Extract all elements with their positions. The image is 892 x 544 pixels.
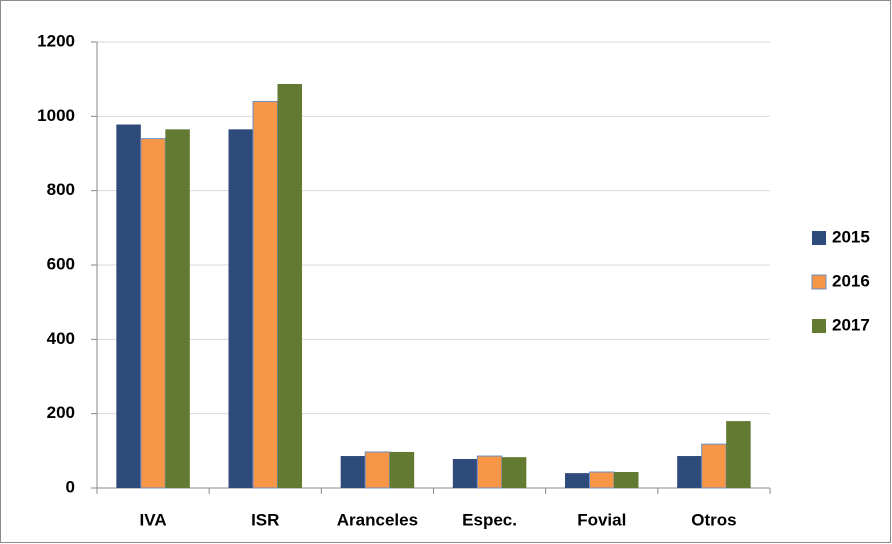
- legend-swatch: [811, 274, 827, 290]
- bar: [116, 124, 141, 488]
- y-tick-label: 800: [47, 180, 75, 199]
- x-tick-label: ISR: [251, 510, 279, 529]
- bar: [277, 83, 302, 488]
- bar: [140, 138, 166, 489]
- y-tick-label: 1200: [37, 31, 75, 50]
- bar: [614, 472, 639, 488]
- x-tick-label: Espec.: [462, 510, 517, 529]
- bar: [677, 456, 702, 488]
- legend-swatch: [812, 231, 826, 245]
- bar: [589, 471, 615, 489]
- bar: [452, 459, 478, 488]
- bar: [565, 473, 590, 488]
- y-tick-label: 0: [66, 477, 75, 496]
- bar: [501, 457, 527, 488]
- y-tick-label: 600: [47, 254, 75, 273]
- legend-label: 2017: [832, 315, 870, 334]
- legend-label: 2016: [832, 271, 870, 290]
- bar: [340, 456, 366, 488]
- y-tick-label: 1000: [37, 106, 75, 125]
- bar: [228, 129, 253, 488]
- legend-label: 2015: [832, 227, 870, 246]
- bar: [165, 129, 190, 488]
- bar: [726, 421, 751, 488]
- y-tick-label: 400: [47, 329, 75, 348]
- y-tick-label: 200: [47, 403, 75, 422]
- x-tick-label: Aranceles: [337, 510, 418, 529]
- legend-swatch: [812, 319, 826, 333]
- x-tick-label: Otros: [691, 510, 736, 529]
- bar: [701, 443, 727, 489]
- bar: [389, 451, 415, 488]
- bar: [476, 455, 503, 489]
- bar: [364, 451, 391, 489]
- x-tick-label: IVA: [140, 510, 167, 529]
- x-tick-label: Fovial: [577, 510, 626, 529]
- bar: [252, 100, 278, 489]
